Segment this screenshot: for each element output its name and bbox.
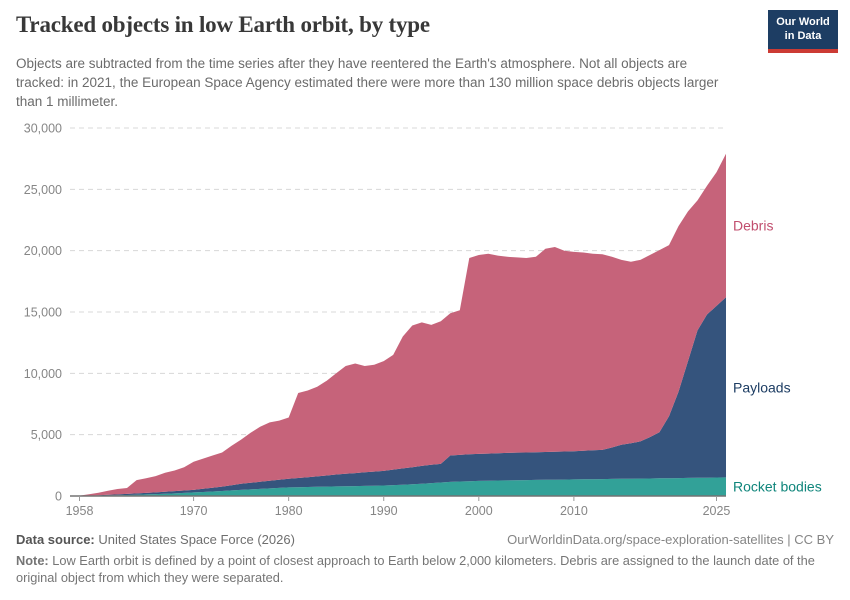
x-tick-label: 1970 xyxy=(180,504,208,518)
x-tick-label: 2025 xyxy=(703,504,731,518)
x-tick-label: 1990 xyxy=(370,504,398,518)
owid-logo-line1: Our World xyxy=(776,16,830,28)
chart-footer: Data source: United States Space Force (… xyxy=(16,532,834,587)
data-source-value: United States Space Force (2026) xyxy=(94,532,295,547)
data-source-label: Data source: xyxy=(16,532,95,547)
chart-note: Note: Low Earth orbit is defined by a po… xyxy=(16,552,834,587)
owid-logo-line2: in Data xyxy=(784,29,822,42)
x-tick-label: 2010 xyxy=(560,504,588,518)
stacked-area-chart: 0 5,000 10,000 15,000 20,000 25,000 30,000 1958… xyxy=(24,122,822,519)
owid-logo: Our World in Data xyxy=(768,10,838,53)
y-tick-label: 30,000 xyxy=(24,122,62,136)
y-tick-label: 5,000 xyxy=(31,428,62,442)
x-axis: 1958 1970 1980 1990 2000 2010 2025 xyxy=(66,495,731,518)
y-tick-label: 0 xyxy=(55,490,62,504)
chart-note-text: Low Earth orbit is defined by a point of… xyxy=(16,553,815,586)
y-tick-label: 25,000 xyxy=(24,183,62,197)
series-labels: Rocket bodies Payloads Debris xyxy=(733,218,822,495)
area-payloads xyxy=(70,297,726,496)
stacked-areas xyxy=(70,153,726,497)
x-tick-label: 1980 xyxy=(275,504,303,518)
series-label-rocket-bodies: Rocket bodies xyxy=(733,479,822,495)
y-tick-label: 20,000 xyxy=(24,244,62,258)
series-label-payloads: Payloads xyxy=(733,379,791,395)
y-axis-labels: 0 5,000 10,000 15,000 20,000 25,000 30,000 xyxy=(24,122,62,504)
page-title: Tracked objects in low Earth orbit, by t… xyxy=(16,12,430,37)
owid-credit-link[interactable]: OurWorldinData.org/space-exploration-sat… xyxy=(507,532,834,547)
series-label-debris: Debris xyxy=(733,218,773,234)
x-tick-label: 2000 xyxy=(465,504,493,518)
area-rocket-bodies xyxy=(70,477,726,496)
y-tick-label: 15,000 xyxy=(24,306,62,320)
y-tick-label: 10,000 xyxy=(24,367,62,381)
chart-subtitle: Objects are subtracted from the time ser… xyxy=(16,56,719,109)
chart-note-label: Note: xyxy=(16,553,49,568)
x-tick-label: 1958 xyxy=(66,504,94,518)
data-source: Data source: United States Space Force (… xyxy=(16,532,295,547)
area-debris xyxy=(70,153,726,497)
